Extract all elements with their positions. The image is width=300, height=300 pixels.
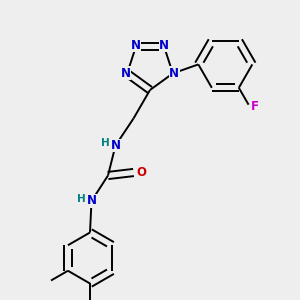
Text: F: F <box>251 100 259 113</box>
Text: N: N <box>110 139 121 152</box>
Text: H: H <box>100 138 109 148</box>
Text: O: O <box>136 166 146 179</box>
Text: H: H <box>76 194 85 204</box>
Text: N: N <box>169 67 179 80</box>
Text: N: N <box>131 39 141 52</box>
Text: N: N <box>86 194 97 208</box>
Text: N: N <box>121 67 131 80</box>
Text: N: N <box>159 39 169 52</box>
